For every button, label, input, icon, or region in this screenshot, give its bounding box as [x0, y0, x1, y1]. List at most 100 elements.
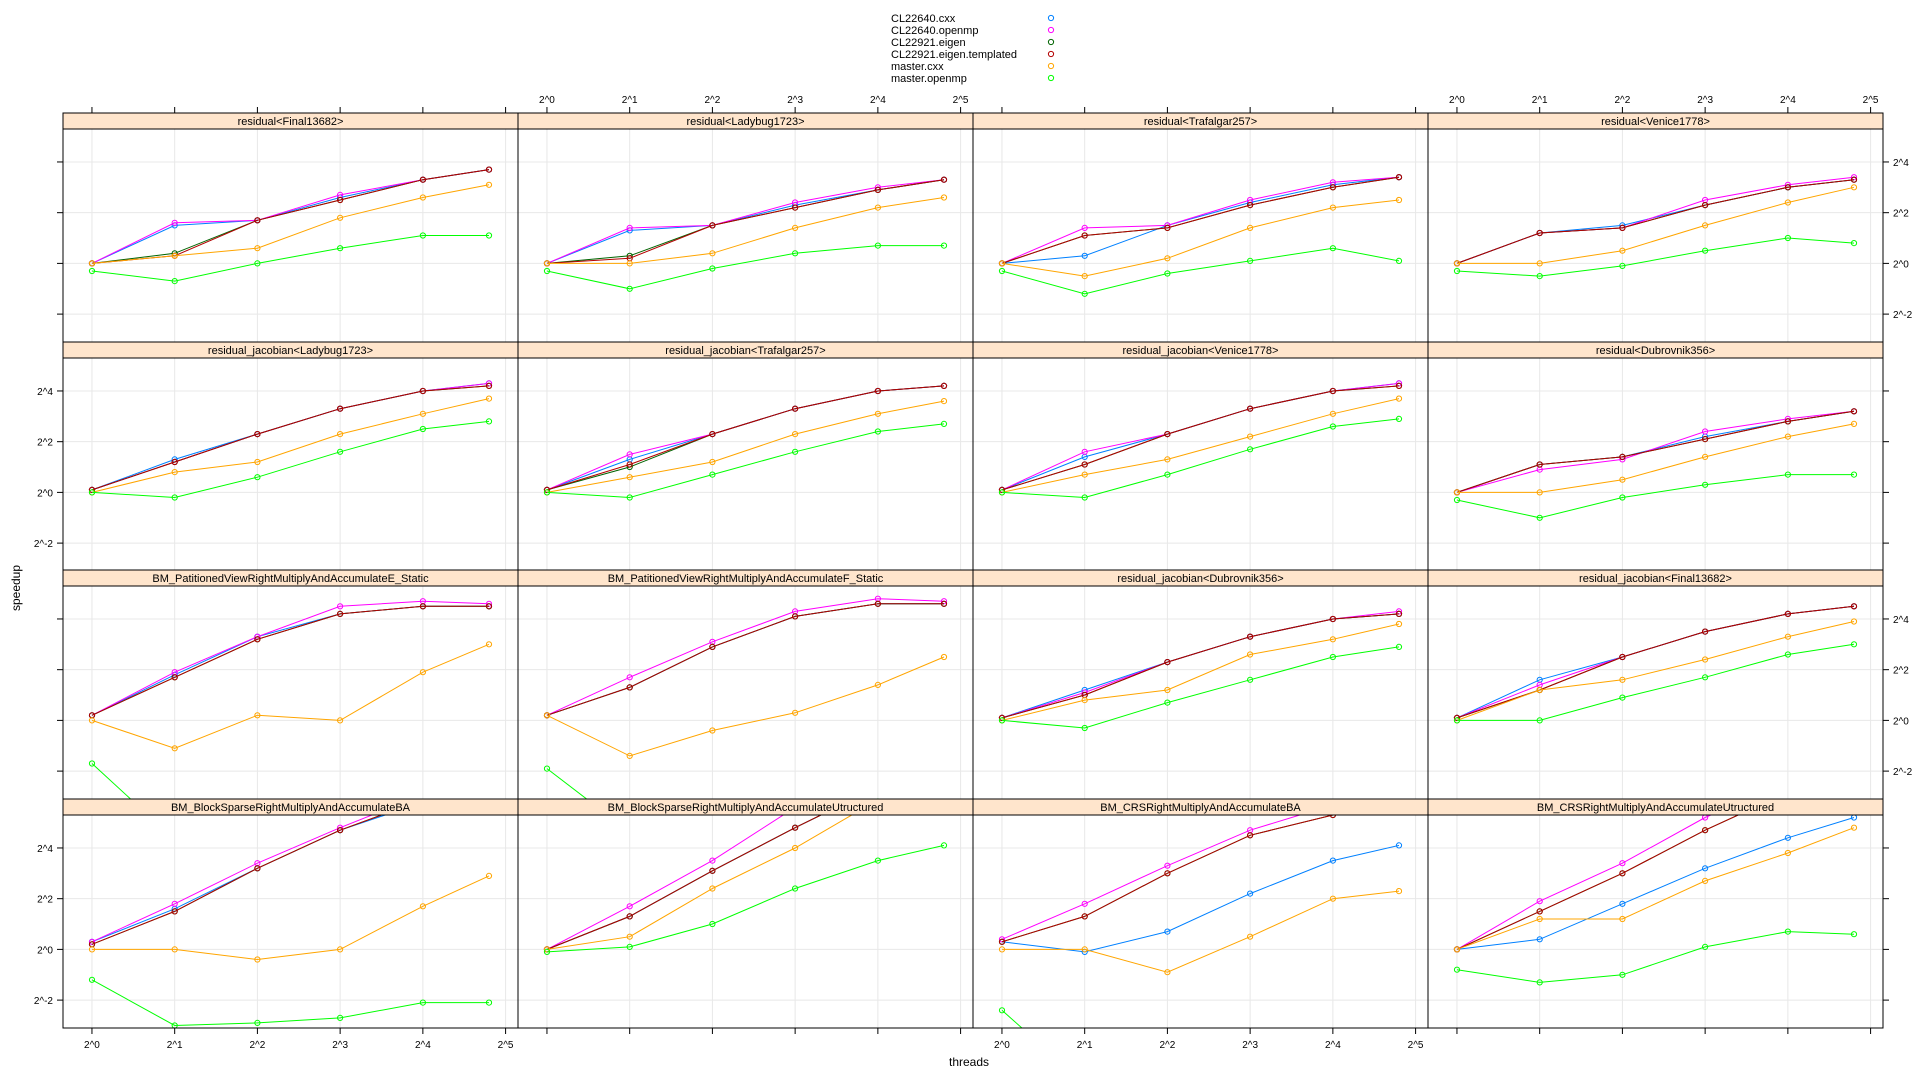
series-line [1456, 931, 1855, 983]
data-point [337, 431, 344, 438]
series-line [91, 398, 490, 493]
data-point [998, 267, 1006, 275]
data-point [941, 759, 946, 764]
data-point [1164, 699, 1171, 706]
data-point [1702, 453, 1709, 460]
series-line [91, 382, 490, 491]
data-point [543, 948, 551, 956]
data-point [1784, 418, 1792, 425]
panel-title: residual_jacobian<Venice1778> [1123, 345, 1279, 357]
panel-title: residual<Dubrovnik356> [1596, 345, 1715, 357]
panel-title: residual_jacobian<Final13682> [1579, 573, 1732, 585]
series-layer [998, 815, 1403, 1028]
data-point [254, 636, 261, 643]
data-point [1081, 461, 1088, 468]
data-point [1247, 651, 1254, 658]
series-layer [998, 608, 1403, 732]
data-point [254, 1019, 261, 1027]
data-point [485, 603, 493, 610]
y-tick-label-left: 2^4 [37, 387, 53, 398]
data-point [1784, 471, 1792, 478]
data-point [88, 260, 96, 267]
data-point [709, 222, 716, 229]
data-point [792, 885, 799, 892]
series-line [546, 603, 944, 716]
data-point [874, 600, 882, 607]
data-point [940, 398, 948, 405]
data-point [1619, 860, 1626, 867]
data-point [709, 250, 716, 257]
data-point [940, 842, 948, 849]
series-line [1457, 186, 1855, 264]
data-point [1784, 184, 1792, 191]
data-point [1395, 888, 1403, 895]
y-tick-label-left: 2^-2 [34, 539, 54, 550]
data-point [1702, 436, 1709, 443]
data-point [1850, 641, 1858, 648]
legend-marker [1047, 14, 1055, 22]
series-line [91, 169, 490, 264]
series-line [546, 179, 945, 264]
data-point [1619, 494, 1626, 501]
data-point [1850, 931, 1858, 938]
data-point [1851, 769, 1856, 774]
series-line [1456, 179, 1855, 264]
data-point [1850, 408, 1858, 415]
data-point [1247, 202, 1254, 209]
data-point [486, 790, 491, 795]
series-line [91, 169, 490, 264]
data-point [626, 474, 633, 481]
data-point [88, 489, 96, 496]
data-point [543, 765, 551, 772]
data-point [254, 431, 261, 438]
x-tick-label-top: 2^5 [953, 95, 969, 106]
data-point [1702, 827, 1709, 834]
data-point [485, 232, 493, 239]
series-line [1001, 623, 1400, 721]
series-layer [543, 382, 948, 501]
data-point [1702, 943, 1709, 951]
data-point [485, 395, 493, 402]
data-point [1247, 405, 1254, 412]
data-point [1850, 618, 1858, 625]
data-point [1619, 971, 1626, 978]
data-point [709, 265, 716, 272]
series-line [1456, 621, 1855, 721]
data-point [998, 938, 1006, 945]
data-point [1536, 489, 1543, 496]
data-point [419, 176, 426, 183]
data-point [1081, 224, 1088, 231]
series-line [546, 815, 785, 950]
data-point [1453, 496, 1461, 504]
data-point [1395, 415, 1403, 422]
data-point [874, 204, 882, 211]
series-line [546, 423, 945, 499]
panel: residual<Final13682> [62, 112, 519, 343]
panel-border [1427, 585, 1884, 800]
data-point [874, 387, 882, 395]
panel-title: BM_CRSRightMultiplyAndAccumulateBA [1100, 802, 1301, 814]
data-point [1784, 610, 1792, 618]
data-point [1164, 686, 1171, 694]
data-point [792, 431, 799, 438]
data-point [1619, 915, 1626, 923]
data-point [1536, 979, 1543, 986]
series-line [546, 179, 945, 264]
data-point [485, 382, 493, 389]
y-tick-label-left: 2^2 [37, 895, 53, 906]
data-point [998, 489, 1006, 496]
series-line [1001, 176, 1400, 264]
panel-border [517, 128, 974, 343]
data-point [1395, 643, 1403, 651]
series-line [92, 875, 490, 961]
panel-border [1427, 814, 1884, 1029]
data-point [1081, 252, 1088, 259]
data-point [1453, 489, 1461, 496]
data-point [171, 900, 178, 907]
panel-title: BM_BlockSparseRightMultiplyAndAccumulate… [171, 802, 411, 814]
panel-border [972, 585, 1429, 800]
data-point [1395, 174, 1403, 181]
series-line [1001, 815, 1302, 940]
data-point [626, 684, 633, 691]
data-point [1619, 653, 1626, 661]
